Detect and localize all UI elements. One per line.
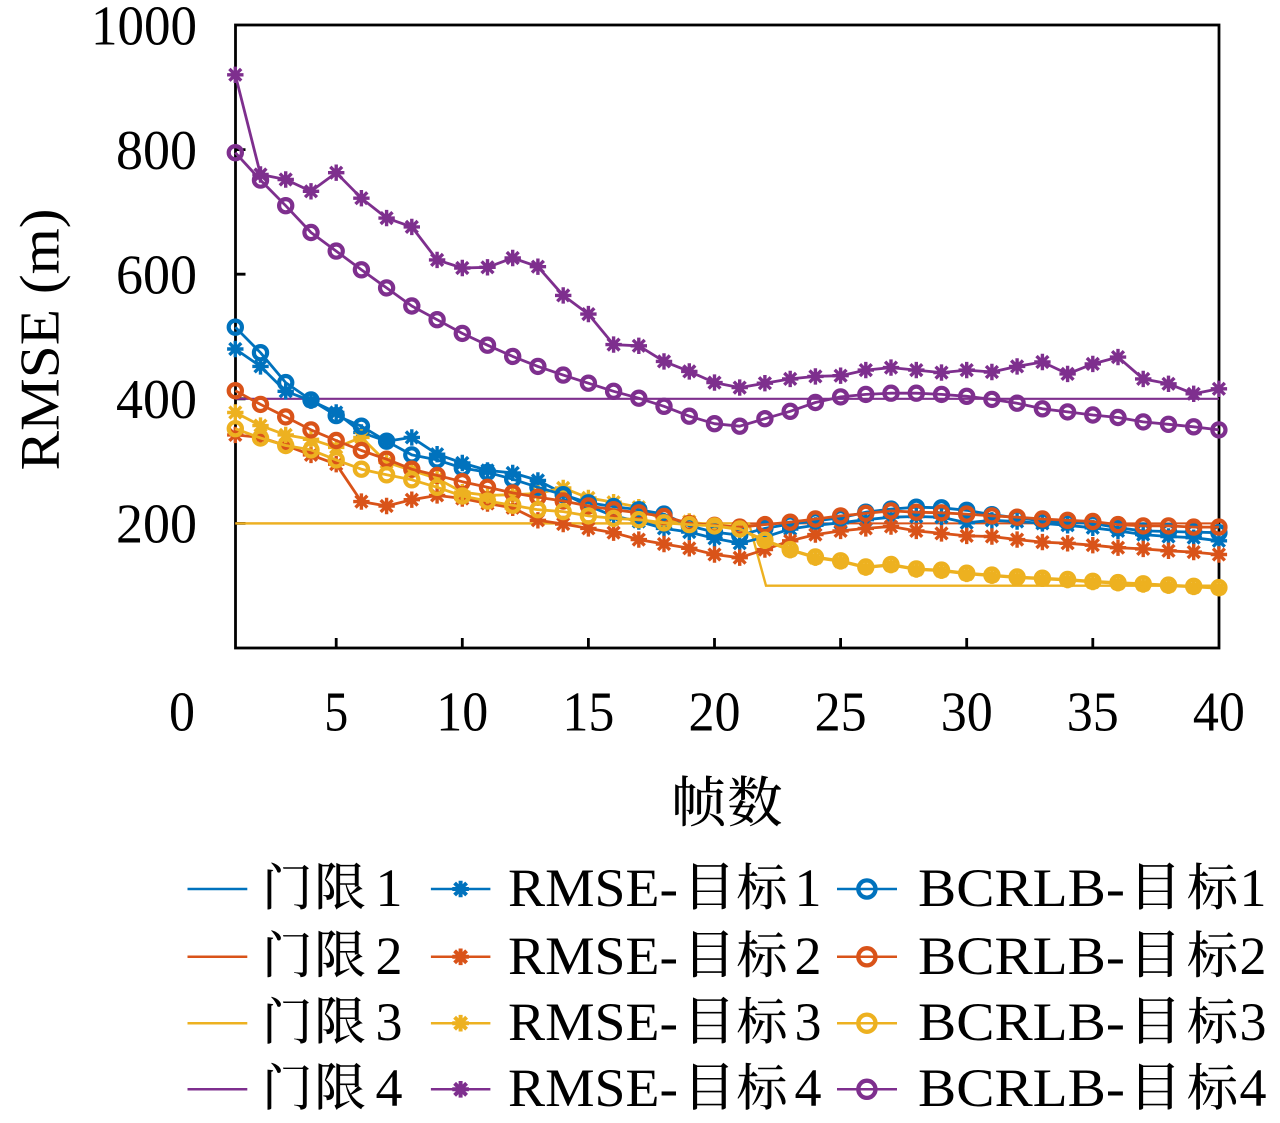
svg-text:1000: 1000 [91, 0, 197, 57]
svg-text:3: 3 [1240, 992, 1267, 1052]
svg-text:1: 1 [1240, 858, 1267, 918]
svg-text:RMSE (m): RMSE (m) [10, 209, 72, 471]
svg-text:0: 0 [169, 682, 195, 744]
svg-text:BCRLB-: BCRLB- [918, 1058, 1125, 1118]
svg-text:3: 3 [795, 992, 822, 1052]
svg-text:35: 35 [1067, 682, 1119, 744]
svg-text:5: 5 [324, 682, 348, 744]
svg-text:1: 1 [376, 858, 403, 918]
svg-text:RMSE-: RMSE- [508, 926, 678, 986]
svg-text:RMSE-: RMSE- [508, 1058, 678, 1118]
svg-text:4: 4 [795, 1058, 822, 1118]
svg-text:200: 200 [116, 494, 197, 556]
svg-text:BCRLB-: BCRLB- [918, 858, 1125, 918]
svg-text:1: 1 [795, 858, 822, 918]
svg-text:15: 15 [562, 682, 614, 744]
svg-text:30: 30 [941, 682, 993, 744]
svg-text:40: 40 [1193, 682, 1245, 744]
svg-text:4: 4 [1240, 1058, 1267, 1118]
svg-text:4: 4 [376, 1058, 403, 1118]
svg-text:2: 2 [1240, 926, 1267, 986]
svg-text:2: 2 [376, 926, 403, 986]
svg-text:800: 800 [116, 120, 197, 182]
svg-text:600: 600 [116, 245, 197, 307]
svg-text:400: 400 [116, 369, 197, 431]
svg-text:10: 10 [436, 682, 488, 744]
svg-text:RMSE-: RMSE- [508, 992, 678, 1052]
svg-text:BCRLB-: BCRLB- [918, 926, 1125, 986]
svg-text:BCRLB-: BCRLB- [918, 992, 1125, 1052]
svg-text:RMSE-: RMSE- [508, 858, 678, 918]
svg-text:25: 25 [815, 682, 867, 744]
svg-text:2: 2 [795, 926, 822, 986]
svg-text:3: 3 [376, 992, 403, 1052]
svg-text:20: 20 [689, 682, 741, 744]
